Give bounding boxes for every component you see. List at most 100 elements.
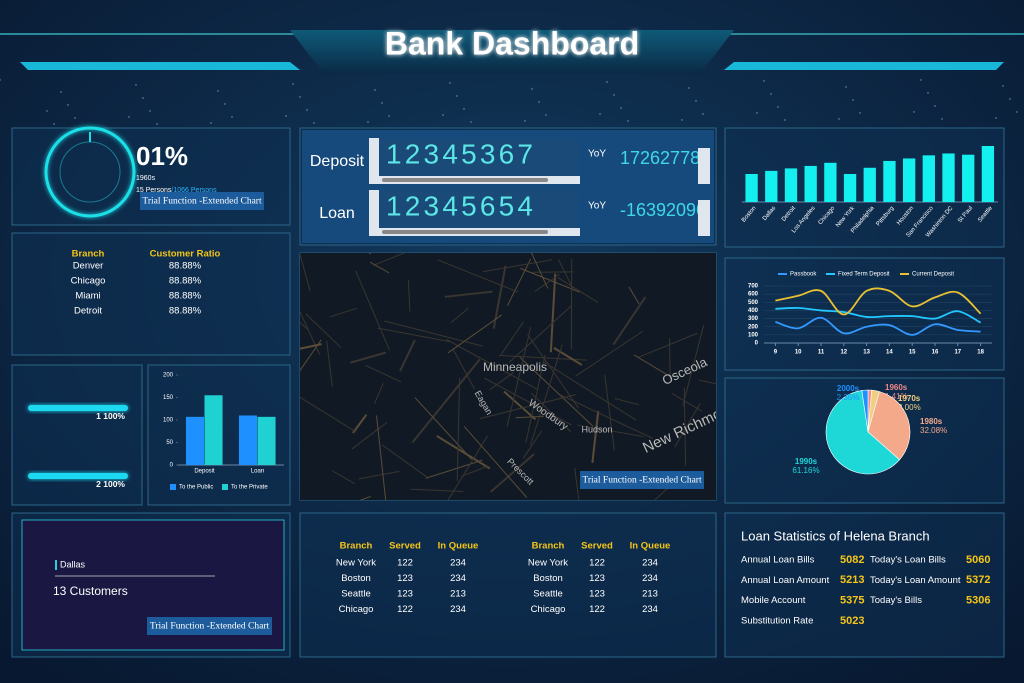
road bbox=[557, 277, 599, 303]
pie-slice bbox=[861, 389, 869, 433]
table-cell: 88.88% bbox=[169, 261, 202, 272]
panel bbox=[724, 257, 1005, 371]
star bbox=[859, 112, 861, 114]
scroll-v bbox=[369, 138, 379, 184]
star bbox=[46, 110, 48, 112]
road bbox=[329, 307, 357, 318]
panel bbox=[724, 512, 1005, 658]
star bbox=[74, 117, 76, 119]
map-label: Hudson bbox=[581, 424, 612, 434]
yoy-label: YoY bbox=[588, 201, 606, 212]
loan-value: 5023 bbox=[840, 615, 864, 627]
star bbox=[763, 80, 765, 82]
star bbox=[995, 117, 997, 119]
star bbox=[1016, 111, 1018, 113]
queue-header: Branch bbox=[340, 541, 373, 552]
pie-value: 1.41% bbox=[885, 392, 908, 401]
star bbox=[599, 113, 601, 115]
note: Trial Function -Extended Chart bbox=[150, 622, 270, 632]
digits-box bbox=[380, 190, 578, 228]
bar bbox=[883, 160, 896, 202]
road bbox=[351, 421, 388, 450]
bar bbox=[238, 415, 257, 465]
road bbox=[349, 351, 387, 364]
star bbox=[231, 116, 233, 118]
queue-header: Served bbox=[581, 541, 613, 552]
legend-label: Fixed Term Deposit bbox=[838, 272, 890, 278]
x-tick-label: 9 bbox=[774, 350, 778, 356]
road bbox=[376, 415, 387, 500]
queue-cell: 122 bbox=[589, 558, 605, 569]
loan-value: 5306 bbox=[966, 595, 990, 607]
star bbox=[920, 79, 922, 81]
loan-value: 5372 bbox=[966, 574, 990, 586]
progress-index: 1 bbox=[96, 411, 101, 421]
star bbox=[0, 79, 1, 81]
x-tick-label: 12 bbox=[840, 350, 847, 356]
note: Trial Function -Extended Chart bbox=[142, 197, 262, 207]
table-header: Customer Ratio bbox=[150, 249, 221, 260]
star bbox=[128, 116, 130, 118]
star bbox=[606, 81, 608, 83]
road bbox=[452, 348, 475, 390]
yoy-value: -16392090 bbox=[620, 200, 706, 220]
star bbox=[852, 99, 854, 101]
queue-cell: Chicago bbox=[531, 604, 566, 615]
note: Trial Function -Extended Chart bbox=[582, 476, 702, 486]
star bbox=[838, 118, 840, 120]
road bbox=[549, 273, 557, 353]
road bbox=[305, 313, 342, 349]
queue-cell: 123 bbox=[397, 589, 413, 600]
y-tick-label: 500 bbox=[748, 300, 759, 306]
persons-total: /1066 Persons bbox=[171, 187, 217, 194]
road bbox=[300, 321, 309, 330]
bar bbox=[257, 416, 276, 465]
star bbox=[688, 87, 690, 89]
star bbox=[770, 93, 772, 95]
road bbox=[543, 361, 637, 421]
road bbox=[377, 327, 451, 343]
y-tick-label: 200 bbox=[163, 373, 174, 379]
road bbox=[577, 424, 644, 438]
road bbox=[359, 495, 372, 500]
road bbox=[300, 339, 322, 372]
bar bbox=[804, 165, 817, 202]
star bbox=[442, 114, 444, 116]
y-tick-label: 200 bbox=[748, 324, 759, 330]
queue-cell: 213 bbox=[642, 589, 658, 600]
loan-label: Today's Loan Amount bbox=[870, 575, 961, 586]
counter-digits: 12345367 bbox=[386, 138, 536, 169]
table-cell: 88.88% bbox=[169, 276, 202, 287]
loan-label: Annual Loan Bills bbox=[741, 555, 815, 566]
road bbox=[674, 403, 701, 448]
star bbox=[545, 114, 547, 116]
y-tick-label: 0 bbox=[755, 341, 759, 347]
scroll-thumb bbox=[382, 178, 548, 182]
dallas-branch: Dallas bbox=[60, 559, 86, 569]
scroll-thumb bbox=[382, 230, 548, 234]
legend-swatch bbox=[222, 484, 228, 490]
road bbox=[326, 340, 333, 388]
legend-label: To the Public bbox=[179, 485, 213, 491]
queue-cell: 234 bbox=[642, 558, 658, 569]
scroll-v bbox=[698, 200, 710, 236]
star bbox=[845, 86, 847, 88]
queue-cell: 234 bbox=[450, 573, 466, 584]
star bbox=[620, 107, 622, 109]
scroll-v bbox=[698, 148, 710, 184]
loan-label: Mobile Account bbox=[741, 595, 806, 606]
road bbox=[525, 354, 546, 443]
star bbox=[67, 104, 69, 106]
progress-label: 2 100% bbox=[96, 479, 125, 489]
star bbox=[613, 94, 615, 96]
bar bbox=[824, 162, 837, 202]
star bbox=[941, 118, 943, 120]
road bbox=[503, 390, 537, 421]
road bbox=[506, 258, 532, 306]
progress-value: 100% bbox=[103, 411, 125, 421]
road bbox=[519, 356, 594, 427]
legend-label: Current Deposit bbox=[912, 272, 954, 278]
yoy-label: YoY bbox=[588, 149, 606, 160]
y-tick-label: 100 bbox=[163, 418, 174, 424]
